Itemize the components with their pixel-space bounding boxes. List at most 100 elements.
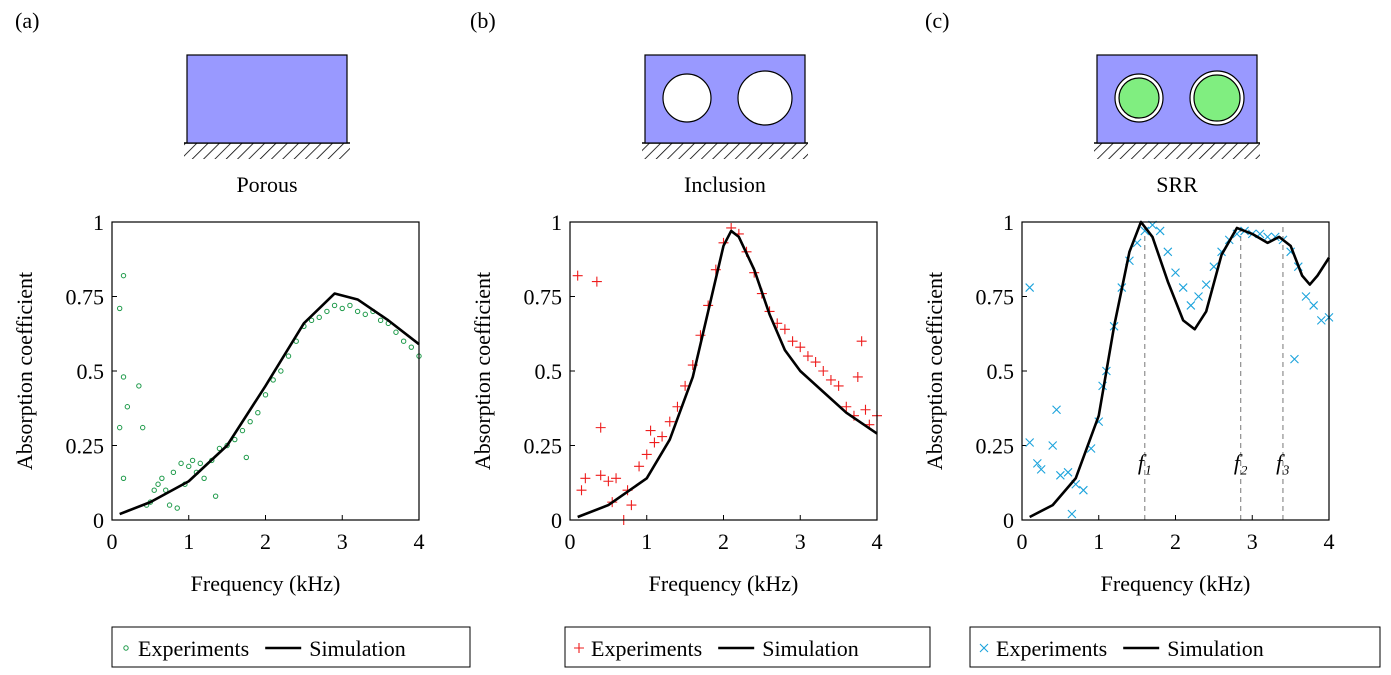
marker bbox=[1025, 438, 1035, 447]
marker bbox=[603, 476, 614, 487]
plot-frame bbox=[569, 221, 878, 521]
inclusion bbox=[737, 70, 793, 126]
panel-label: (c) bbox=[925, 8, 949, 33]
material bbox=[186, 54, 348, 144]
x-tick-label: 4 bbox=[872, 529, 883, 554]
annotation-label: f₁ bbox=[1138, 450, 1152, 475]
marker bbox=[116, 424, 123, 431]
simulation-line bbox=[119, 292, 420, 516]
marker bbox=[641, 449, 652, 460]
marker bbox=[1067, 509, 1077, 519]
x-tick-label: 4 bbox=[1324, 529, 1335, 554]
marker bbox=[212, 493, 219, 499]
y-axis-label: Absorption coefficient bbox=[12, 272, 37, 470]
marker bbox=[308, 317, 315, 324]
marker bbox=[120, 475, 127, 481]
marker bbox=[270, 377, 276, 383]
marker bbox=[825, 374, 836, 385]
marker bbox=[255, 410, 261, 416]
marker bbox=[331, 302, 338, 309]
plot-frame bbox=[111, 221, 420, 521]
marker bbox=[170, 469, 177, 476]
marker bbox=[247, 418, 253, 425]
x-tick-label: 0 bbox=[107, 529, 118, 554]
marker bbox=[1309, 301, 1319, 310]
y-tick-label: 1 bbox=[551, 210, 562, 235]
marker bbox=[833, 380, 844, 391]
x-tick-label: 1 bbox=[641, 529, 652, 554]
marker bbox=[1140, 226, 1150, 236]
marker bbox=[634, 461, 645, 472]
marker bbox=[174, 505, 180, 511]
marker bbox=[1155, 226, 1165, 236]
marker bbox=[860, 404, 871, 415]
marker bbox=[595, 422, 606, 433]
marker bbox=[657, 431, 668, 442]
marker bbox=[1025, 283, 1035, 292]
simulation-line bbox=[1029, 220, 1331, 519]
x-tick-label: 1 bbox=[1093, 529, 1104, 554]
legend-label: Experiments bbox=[996, 636, 1107, 661]
marker bbox=[347, 302, 353, 309]
marker bbox=[1052, 405, 1061, 415]
marker bbox=[852, 371, 863, 382]
marker bbox=[362, 311, 368, 318]
marker bbox=[1178, 283, 1188, 292]
marker bbox=[232, 436, 238, 443]
marker bbox=[393, 329, 399, 335]
marker bbox=[818, 366, 829, 376]
marker bbox=[1163, 247, 1173, 257]
marker bbox=[626, 500, 637, 511]
marker bbox=[979, 643, 989, 653]
marker bbox=[377, 317, 384, 324]
inclusion bbox=[662, 73, 712, 123]
schematic-label: Inclusion bbox=[684, 172, 766, 197]
marker bbox=[216, 445, 223, 452]
marker bbox=[189, 457, 196, 464]
y-tick-label: 0.25 bbox=[66, 434, 105, 459]
marker bbox=[1036, 464, 1046, 474]
marker bbox=[285, 353, 292, 359]
marker bbox=[140, 424, 146, 431]
simulation-line bbox=[577, 229, 878, 519]
marker bbox=[124, 404, 131, 410]
marker bbox=[649, 437, 660, 448]
marker bbox=[400, 338, 407, 344]
marker bbox=[136, 383, 142, 389]
y-axis-label: Absorption coefficient bbox=[922, 272, 947, 470]
legend-label: Simulation bbox=[1167, 636, 1264, 661]
marker bbox=[278, 368, 284, 374]
marker bbox=[151, 487, 157, 493]
legend-label: Simulation bbox=[762, 636, 859, 661]
marker bbox=[178, 460, 184, 467]
y-tick-label: 0.75 bbox=[66, 285, 105, 310]
x-tick-label: 2 bbox=[1170, 529, 1181, 554]
marker bbox=[201, 475, 207, 481]
marker bbox=[810, 357, 821, 368]
marker bbox=[120, 374, 127, 380]
x-tick-label: 3 bbox=[1247, 529, 1258, 554]
marker bbox=[645, 425, 656, 436]
marker bbox=[664, 416, 675, 427]
marker bbox=[1186, 301, 1196, 310]
marker bbox=[155, 481, 161, 487]
marker bbox=[1201, 280, 1211, 289]
x-axis-label: Frequency (kHz) bbox=[649, 571, 799, 596]
x-axis-label: Frequency (kHz) bbox=[191, 571, 341, 596]
marker bbox=[574, 643, 584, 653]
marker bbox=[611, 473, 622, 484]
schematic-label: SRR bbox=[1156, 172, 1198, 197]
x-tick-label: 3 bbox=[337, 529, 348, 554]
marker bbox=[408, 344, 415, 350]
legend-box bbox=[969, 626, 1381, 668]
marker bbox=[339, 305, 345, 312]
marker bbox=[802, 351, 813, 362]
resonator bbox=[1193, 74, 1241, 122]
annotation-label: f₂ bbox=[1234, 450, 1248, 475]
panel-label: (a) bbox=[15, 8, 39, 33]
hatch bbox=[642, 143, 808, 159]
schematic-label: Porous bbox=[236, 172, 297, 197]
x-tick-label: 0 bbox=[1017, 529, 1028, 554]
hatch bbox=[1094, 143, 1260, 159]
